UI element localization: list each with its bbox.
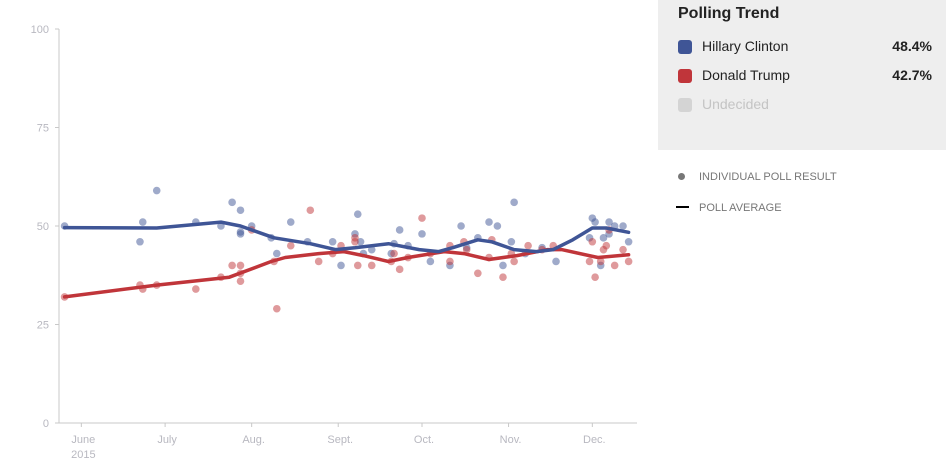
clinton-poll-point bbox=[510, 198, 518, 207]
trump-poll-point bbox=[314, 257, 323, 266]
x-tick-label: Dec. bbox=[583, 434, 606, 446]
y-tick-label: 50 bbox=[37, 221, 49, 233]
y-tick-label: 0 bbox=[43, 418, 49, 430]
trump-poll-point bbox=[192, 285, 200, 293]
legend-label: Donald Trump bbox=[702, 67, 790, 83]
clinton-poll-point bbox=[337, 261, 345, 270]
panel-title: Polling Trend bbox=[678, 5, 780, 22]
line-icon bbox=[676, 206, 689, 208]
clinton-poll-point bbox=[552, 257, 560, 266]
legend-row-undecided[interactable]: Undecided bbox=[678, 96, 932, 116]
trump-average-line bbox=[62, 247, 631, 299]
clinton-poll-point bbox=[272, 249, 281, 258]
x-tick-label: Sept. bbox=[327, 434, 353, 446]
polling-chart: 0 25 50 75 100 June 2015 July Aug. Sept. Oct. Nov. D… bbox=[31, 24, 637, 461]
clinton-poll-point bbox=[228, 198, 236, 207]
trump-poll-point bbox=[446, 257, 454, 266]
clinton-poll-point bbox=[236, 230, 245, 238]
trump-poll-point bbox=[624, 257, 633, 266]
trump-poll-point bbox=[272, 304, 281, 313]
clinton-poll-point bbox=[367, 245, 376, 254]
x-tick-label: June bbox=[71, 434, 95, 446]
clinton-poll-point bbox=[136, 237, 144, 246]
clinton-poll-point bbox=[328, 237, 337, 246]
clinton-poll-point bbox=[619, 222, 627, 230]
undecided-swatch bbox=[678, 98, 692, 112]
trump-swatch bbox=[678, 69, 692, 83]
clinton-poll-point bbox=[418, 230, 426, 238]
trump-poll-point bbox=[499, 273, 507, 282]
clinton-poll-point bbox=[426, 257, 435, 266]
trump-poll-point bbox=[351, 237, 359, 246]
legend-row-trump[interactable]: Donald Trump 42.7% bbox=[678, 67, 932, 87]
trump-poll-point bbox=[353, 261, 362, 270]
clinton-poll-point bbox=[507, 237, 516, 246]
trump-poll-point bbox=[286, 241, 295, 250]
clinton-poll-point bbox=[485, 218, 493, 226]
clinton-poll-point bbox=[591, 218, 599, 226]
clinton-poll-point bbox=[138, 218, 147, 226]
clinton-poll-point bbox=[286, 218, 295, 226]
trump-poll-point bbox=[306, 206, 315, 215]
trump-poll-point bbox=[588, 237, 597, 246]
clinton-poll-point bbox=[353, 210, 362, 218]
polling-trend-panel: Polling Trend Hillary Clinton 48.4% Dona… bbox=[658, 0, 946, 150]
key-label: INDIVIDUAL POLL RESULT bbox=[699, 171, 837, 183]
legend-value: 48.4% bbox=[892, 38, 932, 54]
x-tick-label: Nov. bbox=[500, 434, 522, 446]
trump-poll-point bbox=[390, 249, 398, 258]
clinton-poll-point bbox=[236, 206, 245, 215]
trump-poll-point bbox=[367, 261, 376, 270]
clinton-poll-point bbox=[152, 186, 161, 195]
clinton-poll-point bbox=[499, 261, 507, 270]
trump-poll-point bbox=[418, 214, 426, 222]
trump-poll-point bbox=[236, 277, 245, 285]
clinton-poll-point bbox=[624, 237, 633, 246]
trump-poll-point bbox=[585, 257, 594, 266]
clinton-poll-point bbox=[599, 234, 608, 242]
trump-poll-point bbox=[236, 261, 245, 270]
clinton-poll-point bbox=[605, 218, 613, 226]
x-tick-label: Aug. bbox=[242, 434, 265, 446]
dot-icon bbox=[678, 173, 685, 180]
clinton-swatch bbox=[678, 40, 692, 54]
legend-label: Hillary Clinton bbox=[702, 38, 789, 54]
clinton-average-line bbox=[62, 220, 631, 254]
legend-row-clinton[interactable]: Hillary Clinton 48.4% bbox=[678, 38, 932, 58]
trump-poll-point bbox=[596, 257, 605, 266]
y-tick-label: 100 bbox=[31, 24, 49, 36]
trump-poll-point bbox=[228, 261, 236, 270]
trump-poll-point bbox=[591, 273, 599, 282]
y-tick-label: 75 bbox=[37, 123, 49, 135]
x-tick-label: Oct. bbox=[414, 434, 434, 446]
legend-label: Undecided bbox=[702, 96, 769, 112]
trump-poll-point bbox=[474, 269, 482, 278]
clinton-poll-point bbox=[457, 222, 465, 230]
clinton-poll-point bbox=[395, 226, 404, 234]
trump-poll-point bbox=[395, 265, 404, 274]
trump-poll-point bbox=[602, 241, 611, 250]
clinton-poll-point bbox=[356, 237, 365, 246]
legend-value: 42.7% bbox=[892, 67, 932, 83]
clinton-poll-point bbox=[493, 222, 502, 230]
x-tick-label: July bbox=[157, 434, 177, 446]
trump-poll-point bbox=[610, 261, 619, 270]
key-label: POLL AVERAGE bbox=[699, 202, 782, 214]
trump-poll-point bbox=[524, 241, 532, 250]
y-tick-label: 25 bbox=[37, 320, 49, 332]
x-tick-year-label: 2015 bbox=[71, 449, 95, 461]
trump-poll-point bbox=[619, 245, 627, 254]
trump-poll-point bbox=[462, 245, 471, 254]
trump-poll-point bbox=[510, 257, 518, 266]
